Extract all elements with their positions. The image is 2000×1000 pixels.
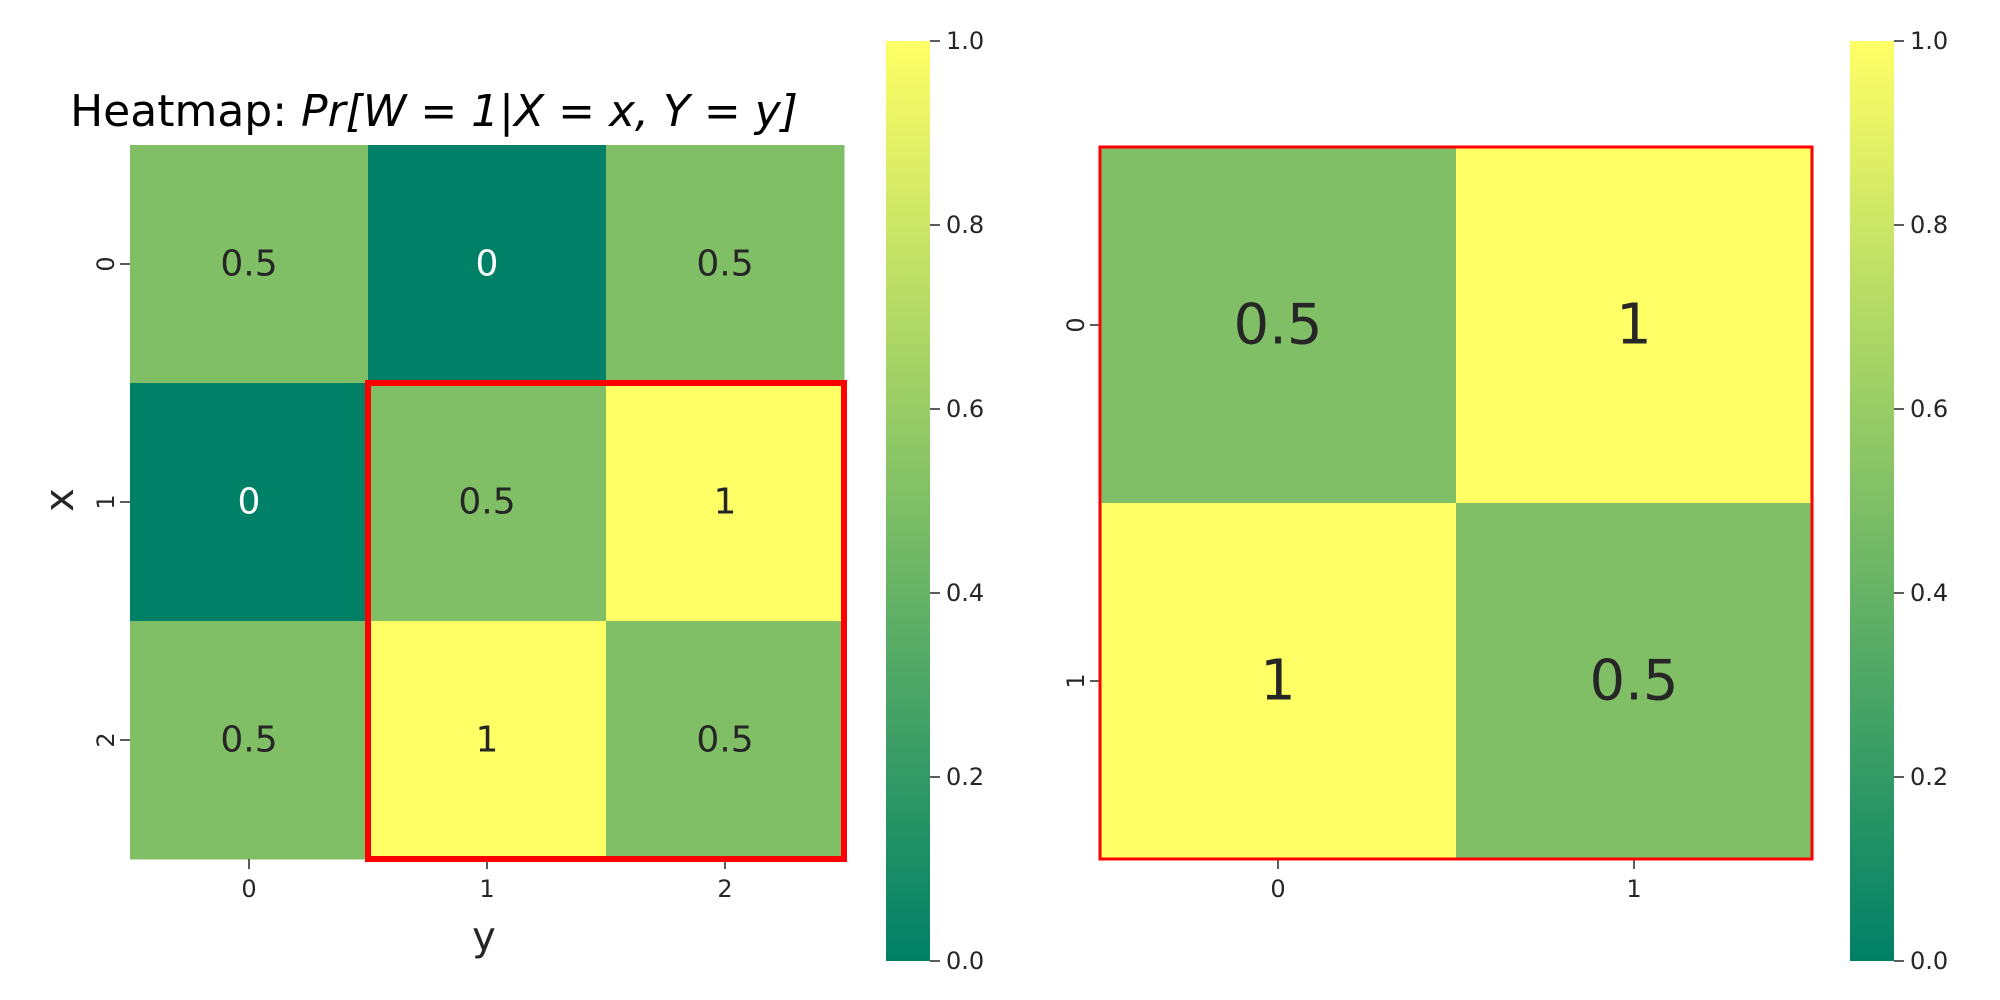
heatmap-right-cell-0-0: [1100, 147, 1457, 504]
heatmap-left-cell-2-2: [606, 621, 845, 860]
heatmap-left-y-tick-label: 0: [92, 256, 120, 271]
heatmap-left-cell-2-0: [130, 621, 369, 860]
heatmap-left-cell-1-1: [368, 383, 607, 622]
heatmap-left-annotation-0-1: 0: [476, 244, 499, 285]
heatmap-left-annotation-2-1: 1: [476, 720, 499, 761]
heatmap-left-x-tick-label: 1: [479, 875, 494, 903]
heatmap-left-annotations: 0.5 0 0.5 0 0.5 1 0.5 1 0.5: [220, 244, 753, 761]
heatmap-left-annotation-1-1: 0.5: [458, 482, 515, 523]
heatmap-right-annotation-0-1: 1: [1616, 293, 1652, 358]
heatmap-left-cells: [130, 145, 845, 860]
heatmap-right-highlight-box: [1098, 145, 1814, 861]
colorbar-right-tick-label: 1.0: [1910, 27, 1948, 55]
heatmap-right-cell-1-0: [1100, 503, 1457, 860]
heatmap-left-cell-1-0: [130, 383, 369, 622]
colorbar-left-ticks: 0.0 0.2 0.4 0.6 0.8 1.0: [930, 27, 984, 975]
colorbar-left-gradient: [886, 41, 930, 961]
heatmap-right-x-tick-label: 0: [1270, 875, 1285, 903]
colorbar-left-tick-label: 0.4: [946, 579, 984, 607]
heatmap-left-annotation-2-2: 0.5: [696, 720, 753, 761]
colorbar-left: 0.0 0.2 0.4 0.6 0.8 1.0: [886, 27, 984, 975]
heatmap-left-y-tick-label: 2: [92, 732, 120, 747]
heatmap-right-x-tick-label: 1: [1626, 875, 1641, 903]
heatmap-left-y-ticks: 0 1 2: [92, 256, 130, 748]
colorbar-right-ticks: 0.0 0.2 0.4 0.6 0.8 1.0: [1894, 27, 1948, 975]
heatmap-right-cell-0-1: [1456, 147, 1813, 504]
heatmap-right-annotations: 0.5 1 1 0.5: [1233, 293, 1678, 714]
heatmap-left-x-ticks: 0 1 2: [241, 859, 733, 903]
heatmap-right-y-tick-label: 0: [1062, 317, 1090, 332]
heatmap-left-annotation-2-0: 0.5: [220, 720, 277, 761]
colorbar-right: 0.0 0.2 0.4 0.6 0.8 1.0: [1850, 27, 1948, 975]
heatmap-right-annotation-1-0: 1: [1260, 649, 1296, 714]
heatmap-left-cell-0-1: [368, 145, 607, 384]
heatmap-left-annotation-0-2: 0.5: [696, 244, 753, 285]
heatmap-right-annotation-0-0: 0.5: [1233, 293, 1322, 358]
heatmap-left-cell-1-2: [606, 383, 845, 622]
heatmap-left-highlight-box: [365, 380, 847, 862]
heatmap-left-x-tick-label: 2: [717, 875, 732, 903]
heatmap-left-title: Heatmap: Pr[W = 1|X = x, Y = y]: [70, 86, 798, 137]
heatmap-right-cells: [1100, 147, 1813, 860]
colorbar-right-tick-label: 0.0: [1910, 947, 1948, 975]
heatmap-left-annotation-1-0: 0: [238, 482, 261, 523]
heatmap-right-y-ticks: 01: [1062, 317, 1100, 689]
colorbar-right-tick-label: 0.2: [1910, 763, 1948, 791]
colorbar-right-tick-label: 0.4: [1910, 579, 1948, 607]
heatmap-right-y-tick-label: 1: [1062, 673, 1090, 688]
heatmap-left-y-tick-label: 1: [92, 494, 120, 509]
heatmap-left-y-axis-label: x: [37, 488, 83, 512]
colorbar-left-tick-label: 0.6: [946, 395, 984, 423]
colorbar-left-tick-label: 1.0: [946, 27, 984, 55]
heatmap-left-x-tick-label: 0: [241, 875, 256, 903]
colorbar-left-tick-label: 0.8: [946, 211, 984, 239]
heatmap-right-annotation-1-1: 0.5: [1589, 649, 1678, 714]
colorbar-right-gradient: [1850, 41, 1894, 961]
heatmap-left: Heatmap: Pr[W = 1|X = x, Y = y] 0.5 0 0.50…: [37, 86, 847, 960]
colorbar-left-tick-label: 0.2: [946, 763, 984, 791]
heatmap-left-cell-0-2: [606, 145, 845, 384]
heatmap-right-cell-1-1: [1456, 503, 1813, 860]
colorbar-left-tick-label: 0.0: [946, 947, 984, 975]
heatmap-left-annotation-1-2: 1: [714, 482, 737, 523]
heatmap-left-annotation-0-0: 0.5: [220, 244, 277, 285]
heatmap-left-cell-0-0: [130, 145, 369, 384]
colorbar-right-tick-label: 0.8: [1910, 211, 1948, 239]
heatmap-left-x-axis-label: y: [472, 914, 496, 960]
heatmap-left-cell-2-1: [368, 621, 607, 860]
colorbar-right-tick-label: 0.6: [1910, 395, 1948, 423]
